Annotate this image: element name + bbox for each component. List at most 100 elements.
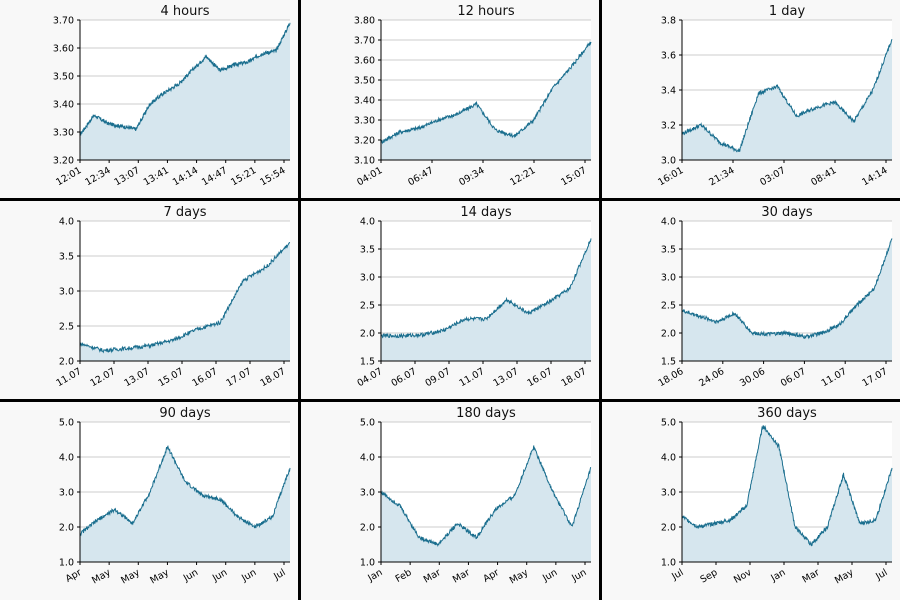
- x-tick-label: 13:41: [142, 165, 171, 188]
- y-tick-label: 5.0: [59, 418, 74, 429]
- y-tick-label: 2.5: [360, 301, 375, 312]
- y-tick-label: 3.0: [661, 273, 676, 284]
- x-tick-label: 24.06: [697, 366, 726, 389]
- x-tick-label: Feb: [394, 567, 414, 585]
- series-area: [682, 425, 892, 562]
- chart-svg: 3.10 3.20 3.30 3.40 3.50 3.60 3.70 3.80 04:01 06:…: [354, 4, 592, 188]
- y-tick-label: 2.5: [661, 301, 676, 312]
- series-area: [80, 242, 290, 361]
- x-tick-label: 06.07: [779, 366, 808, 389]
- x-tick-label: May: [833, 567, 856, 587]
- y-tick-label: 4.0: [360, 217, 375, 228]
- x-tick-label: Mar: [451, 567, 472, 586]
- y-tick-label: 3.0: [661, 156, 676, 167]
- y-tick-label: 3.30: [53, 128, 74, 139]
- y-tick-label: 3.20: [354, 136, 375, 147]
- chart-panel: 1.0 2.0 3.0 4.0 5.0 Jan Feb Mar Mar Apr May Jun Jun 1…: [301, 402, 599, 600]
- y-tick-label: 3.5: [360, 245, 375, 256]
- chart-svg: 1.0 2.0 3.0 4.0 5.0 Jul Sep Nov Jan Mar May Jul 360 …: [661, 406, 893, 587]
- y-tick-label: 3.6: [661, 51, 676, 62]
- x-tick-label: 12:21: [508, 165, 537, 188]
- y-tick-label: 3.10: [354, 156, 375, 167]
- x-tick-label: May: [148, 567, 171, 587]
- y-tick-label: 3.2: [661, 121, 676, 132]
- x-tick-label: Mar: [800, 567, 821, 586]
- x-tick-label: Jun: [210, 567, 229, 584]
- y-tick-label: 3.70: [53, 16, 74, 27]
- chart-panel: 1.5 2.0 2.5 3.0 3.5 4.0 18.06 24.06 30.06 06.07 11…: [602, 201, 900, 399]
- chart-panel: 3.0 3.2 3.4 3.6 3.8 16:01 21:34 03:07 08:41 14:14…: [602, 0, 900, 198]
- y-tick-label: 5.0: [661, 418, 676, 429]
- y-tick-label: 3.20: [53, 156, 74, 167]
- series-line: [380, 41, 592, 145]
- x-tick-label: 03:07: [758, 165, 787, 188]
- x-tick-label: 12:34: [83, 165, 112, 188]
- chart-panel: 1.0 2.0 3.0 4.0 5.0 Apr May May May Jun Jun Jun Jul 9…: [0, 402, 298, 600]
- x-tick-label: 14:14: [860, 165, 889, 188]
- series-area: [381, 445, 591, 562]
- y-tick-label: 1.0: [59, 558, 74, 569]
- y-tick-label: 2.5: [59, 322, 74, 333]
- chart-panel: 2.0 2.5 3.0 3.5 4.0 11.07 12.07 13.07 15.07 16.07…: [0, 201, 298, 399]
- chart-title: 1 day: [769, 4, 806, 19]
- y-tick-label: 2.0: [59, 357, 74, 368]
- x-tick-label: 06.07: [389, 366, 418, 389]
- x-tick-label: 11.07: [457, 366, 486, 389]
- x-tick-label: 04.07: [355, 366, 384, 389]
- x-tick-label: Apr: [64, 567, 84, 585]
- y-tick-label: 3.60: [354, 56, 375, 67]
- x-tick-label: 17.07: [224, 366, 253, 389]
- y-tick-label: 3.0: [360, 273, 375, 284]
- chart-svg: 1.0 2.0 3.0 4.0 5.0 Jan Feb Mar Mar Apr May Jun Jun 1…: [360, 406, 592, 586]
- x-tick-label: Jun: [569, 567, 588, 584]
- x-tick-label: Jul: [873, 567, 889, 583]
- x-tick-label: 18.07: [559, 366, 588, 389]
- x-tick-label: 17.07: [860, 366, 889, 389]
- x-tick-label: 12.07: [88, 366, 117, 389]
- x-tick-label: 08:41: [809, 165, 838, 188]
- y-tick-label: 2.0: [661, 329, 676, 340]
- x-tick-label: 16:01: [656, 165, 685, 188]
- x-tick-label: 14:47: [200, 165, 229, 188]
- x-tick-label: Jun: [239, 567, 258, 584]
- x-tick-label: Apr: [481, 567, 501, 585]
- chart-title: 180 days: [456, 406, 516, 421]
- series-area: [682, 39, 892, 161]
- chart-panel: 3.20 3.30 3.40 3.50 3.60 3.70 12:01 12:34 13:07 1…: [0, 0, 298, 198]
- chart-title: 12 hours: [457, 4, 514, 19]
- series-line: [380, 445, 592, 547]
- y-tick-label: 3.80: [354, 16, 375, 27]
- x-tick-label: Jun: [181, 567, 200, 584]
- series-line: [380, 238, 592, 339]
- x-tick-label: 16.07: [525, 366, 554, 389]
- y-tick-label: 3.4: [661, 86, 676, 97]
- x-tick-label: 09:34: [457, 165, 486, 188]
- series-line: [681, 424, 893, 547]
- chart-title: 30 days: [761, 205, 813, 220]
- x-tick-label: Mar: [422, 567, 443, 586]
- x-tick-label: 16.07: [190, 366, 219, 389]
- y-tick-label: 4.0: [661, 217, 676, 228]
- y-tick-label: 3.0: [59, 488, 74, 499]
- y-tick-label: 2.0: [661, 523, 676, 534]
- x-tick-label: 14:14: [171, 165, 200, 188]
- series-area: [381, 41, 591, 161]
- x-tick-label: 18.07: [258, 366, 287, 389]
- x-tick-label: May: [119, 567, 142, 587]
- y-tick-label: 3.60: [53, 44, 74, 55]
- chart-title: 7 days: [163, 205, 206, 220]
- x-tick-label: 12:01: [54, 165, 83, 188]
- x-tick-label: 11.07: [820, 366, 849, 389]
- x-tick-label: Jan: [365, 567, 384, 584]
- chart-svg: 1.5 2.0 2.5 3.0 3.5 4.0 04.07 06.07 09.07 11.07 13…: [355, 205, 592, 389]
- y-tick-label: 3.50: [354, 76, 375, 87]
- chart-svg: 3.0 3.2 3.4 3.6 3.8 16:01 21:34 03:07 08:41 14:14…: [656, 4, 893, 188]
- x-tick-label: 06:47: [406, 165, 435, 188]
- x-tick-label: Jun: [540, 567, 559, 584]
- y-tick-label: 1.5: [661, 357, 676, 368]
- series-line: [80, 242, 291, 354]
- chart-panel: 3.10 3.20 3.30 3.40 3.50 3.60 3.70 3.80 04:01 06:…: [301, 0, 599, 198]
- x-tick-label: 21:34: [707, 165, 736, 188]
- series-line: [79, 444, 291, 537]
